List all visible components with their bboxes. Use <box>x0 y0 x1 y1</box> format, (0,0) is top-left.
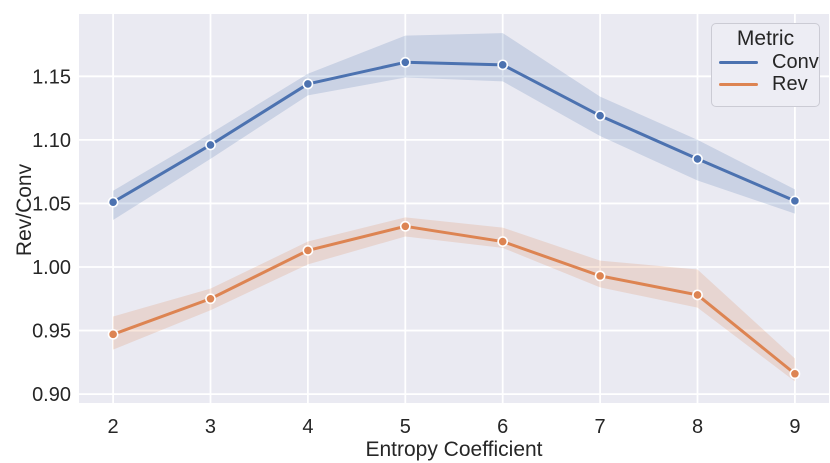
x-tick-label-5: 5 <box>400 416 411 438</box>
y-tick-label-1.05: 1.05 <box>32 193 71 215</box>
conv-point-x9 <box>789 195 801 207</box>
rev-ci-band <box>113 217 795 382</box>
legend-item-conv: Conv <box>712 51 819 73</box>
x-tick-label-2: 2 <box>108 416 119 438</box>
legend-label-conv: Conv <box>772 50 819 73</box>
rev-line-swatch <box>719 82 758 86</box>
legend-label-rev: Rev <box>772 72 808 95</box>
conv-line-swatch <box>719 60 758 64</box>
x-tick-label-4: 4 <box>302 416 313 438</box>
rev-point-x2 <box>107 328 119 340</box>
x-axis-label: Entropy Coefficient <box>365 438 543 461</box>
rev-point-x5 <box>399 220 411 232</box>
legend: Metric Conv Rev <box>711 23 820 107</box>
x-tick-label-9: 9 <box>789 416 800 438</box>
conv-ci-band <box>113 33 795 220</box>
conv-point-x6 <box>497 59 509 71</box>
rev-point-x6 <box>497 236 509 247</box>
y-tick-label-1.10: 1.10 <box>32 130 71 152</box>
rev-point-x3 <box>205 293 216 305</box>
x-tick-label-7: 7 <box>595 416 606 438</box>
legend-title: Metric <box>736 27 795 50</box>
conv-point-x7 <box>594 110 606 122</box>
legend-item-rev: Rev <box>712 73 819 95</box>
conv-point-x3 <box>205 139 216 151</box>
conv-point-x8 <box>692 153 703 165</box>
conv-point-x2 <box>107 196 119 208</box>
y-tick-label-1.00: 1.00 <box>32 257 71 279</box>
rev-point-x7 <box>594 270 606 282</box>
rev-line <box>111 224 797 376</box>
x-tick-label-3: 3 <box>205 416 216 438</box>
rev-point-x8 <box>692 289 703 301</box>
y-tick-label-0.90: 0.90 <box>32 384 71 406</box>
y-axis-label: Rev/Conv <box>13 163 36 257</box>
conv-point-x5 <box>399 56 411 68</box>
rev-point-x4 <box>302 245 314 256</box>
conv-line <box>111 60 797 204</box>
rev-point-x9 <box>789 368 801 380</box>
plot-background <box>79 14 829 403</box>
y-tick-label-0.95: 0.95 <box>32 321 71 343</box>
x-tick-label-6: 6 <box>497 416 508 438</box>
y-tick-label-1.15: 1.15 <box>32 66 71 88</box>
conv-point-x4 <box>302 78 314 90</box>
x-tick-label-8: 8 <box>692 416 703 438</box>
